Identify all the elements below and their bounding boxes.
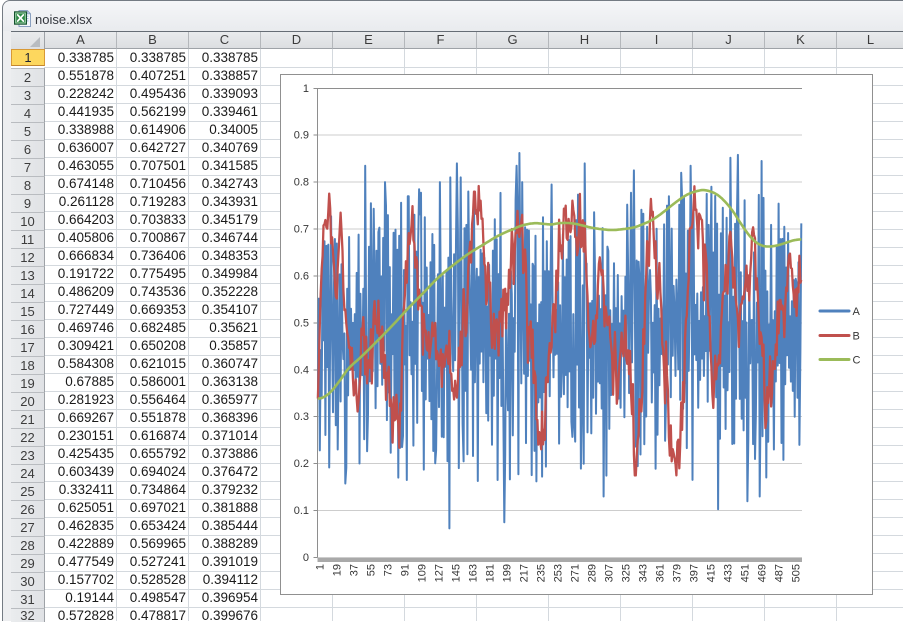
svg-text:361: 361 (655, 564, 667, 582)
svg-text:307: 307 (604, 564, 616, 582)
svg-text:19: 19 (332, 564, 344, 576)
svg-text:0.9: 0.9 (294, 130, 309, 142)
svg-text:0: 0 (303, 552, 309, 564)
svg-text:109: 109 (417, 564, 429, 582)
svg-text:A: A (853, 306, 861, 318)
svg-text:271: 271 (570, 564, 582, 582)
svg-text:289: 289 (587, 564, 599, 582)
svg-text:469: 469 (757, 564, 769, 582)
svg-text:1: 1 (303, 83, 309, 95)
svg-text:B: B (853, 331, 860, 343)
svg-text:0.3: 0.3 (294, 411, 309, 423)
svg-text:C: C (853, 355, 861, 367)
svg-text:0.2: 0.2 (294, 458, 309, 470)
svg-text:487: 487 (774, 564, 786, 582)
svg-text:217: 217 (519, 564, 531, 582)
svg-text:415: 415 (706, 564, 718, 582)
svg-text:0.6: 0.6 (294, 271, 309, 283)
svg-text:91: 91 (400, 564, 412, 576)
svg-text:55: 55 (366, 564, 378, 576)
svg-text:37: 37 (349, 564, 361, 576)
svg-text:0.7: 0.7 (294, 224, 309, 236)
svg-text:397: 397 (689, 564, 701, 582)
svg-text:145: 145 (451, 564, 463, 582)
svg-text:433: 433 (723, 564, 735, 582)
svg-text:1: 1 (315, 564, 327, 570)
svg-text:199: 199 (502, 564, 514, 582)
svg-text:379: 379 (672, 564, 684, 582)
svg-text:0.4: 0.4 (294, 364, 309, 376)
svg-text:343: 343 (638, 564, 650, 582)
svg-text:181: 181 (485, 564, 497, 582)
svg-text:0.8: 0.8 (294, 177, 309, 189)
svg-text:0.1: 0.1 (294, 505, 309, 517)
svg-text:253: 253 (553, 564, 565, 582)
svg-text:325: 325 (621, 564, 633, 582)
svg-text:163: 163 (468, 564, 480, 582)
svg-text:235: 235 (536, 564, 548, 582)
svg-text:73: 73 (383, 564, 395, 576)
svg-text:127: 127 (434, 564, 446, 582)
svg-text:451: 451 (740, 564, 752, 582)
svg-text:505: 505 (791, 564, 803, 582)
svg-text:0.5: 0.5 (294, 317, 309, 329)
